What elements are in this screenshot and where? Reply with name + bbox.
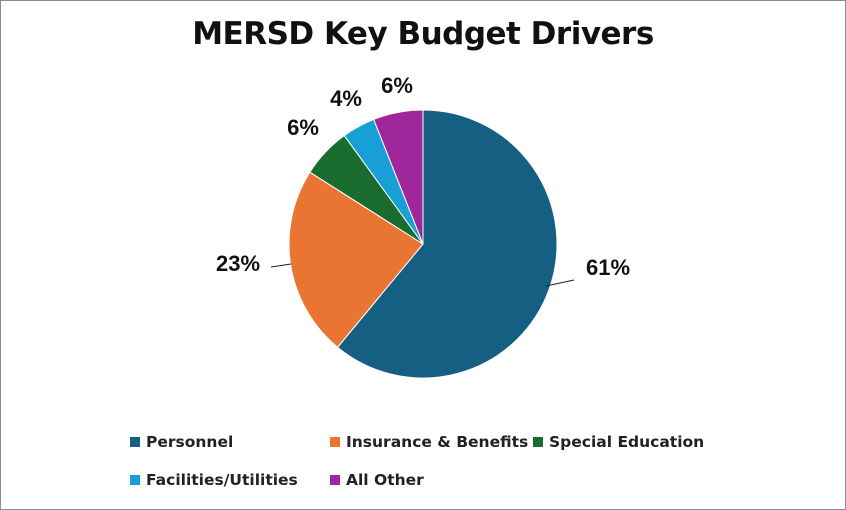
legend-label-personnel: Personnel (146, 433, 234, 451)
legend-swatch-facilities-utilities (130, 475, 140, 485)
legend-item-insurance-benefits: Insurance & Benefits (330, 432, 528, 452)
legend-swatch-all-other (330, 475, 340, 485)
pie-slice-all-other (373, 109, 424, 245)
legend-label-special-education: Special Education (549, 433, 705, 451)
legend-swatch-special-education (533, 437, 543, 447)
legend-swatch-insurance-benefits (330, 437, 340, 447)
data-label-insurance-benefits: 23% (216, 251, 260, 276)
leader-line-personnel (545, 279, 575, 287)
legend-item-facilities-utilities: Facilities/Utilities (130, 470, 298, 490)
legend-swatch-personnel (130, 437, 140, 447)
chart-title: MERSD Key Budget Drivers (192, 16, 654, 52)
data-label-facilities-utilities: 4% (330, 86, 362, 111)
pie-slice-insurance-benefits (288, 171, 424, 348)
legend-label-all-other: All Other (346, 471, 424, 489)
legend-label-facilities-utilities: Facilities/Utilities (146, 471, 298, 489)
leader-line-insurance-benefits (270, 263, 292, 268)
data-label-personnel: 61% (586, 255, 630, 280)
data-label-special-education: 6% (287, 115, 319, 140)
data-label-all-other: 6% (381, 73, 413, 98)
legend-label-insurance-benefits: Insurance & Benefits (346, 433, 529, 451)
legend-item-all-other: All Other (330, 470, 424, 490)
pie-slice-personnel (336, 109, 558, 379)
legend-item-personnel: Personnel (130, 432, 233, 452)
legend-item-special-education: Special Education (533, 432, 704, 452)
